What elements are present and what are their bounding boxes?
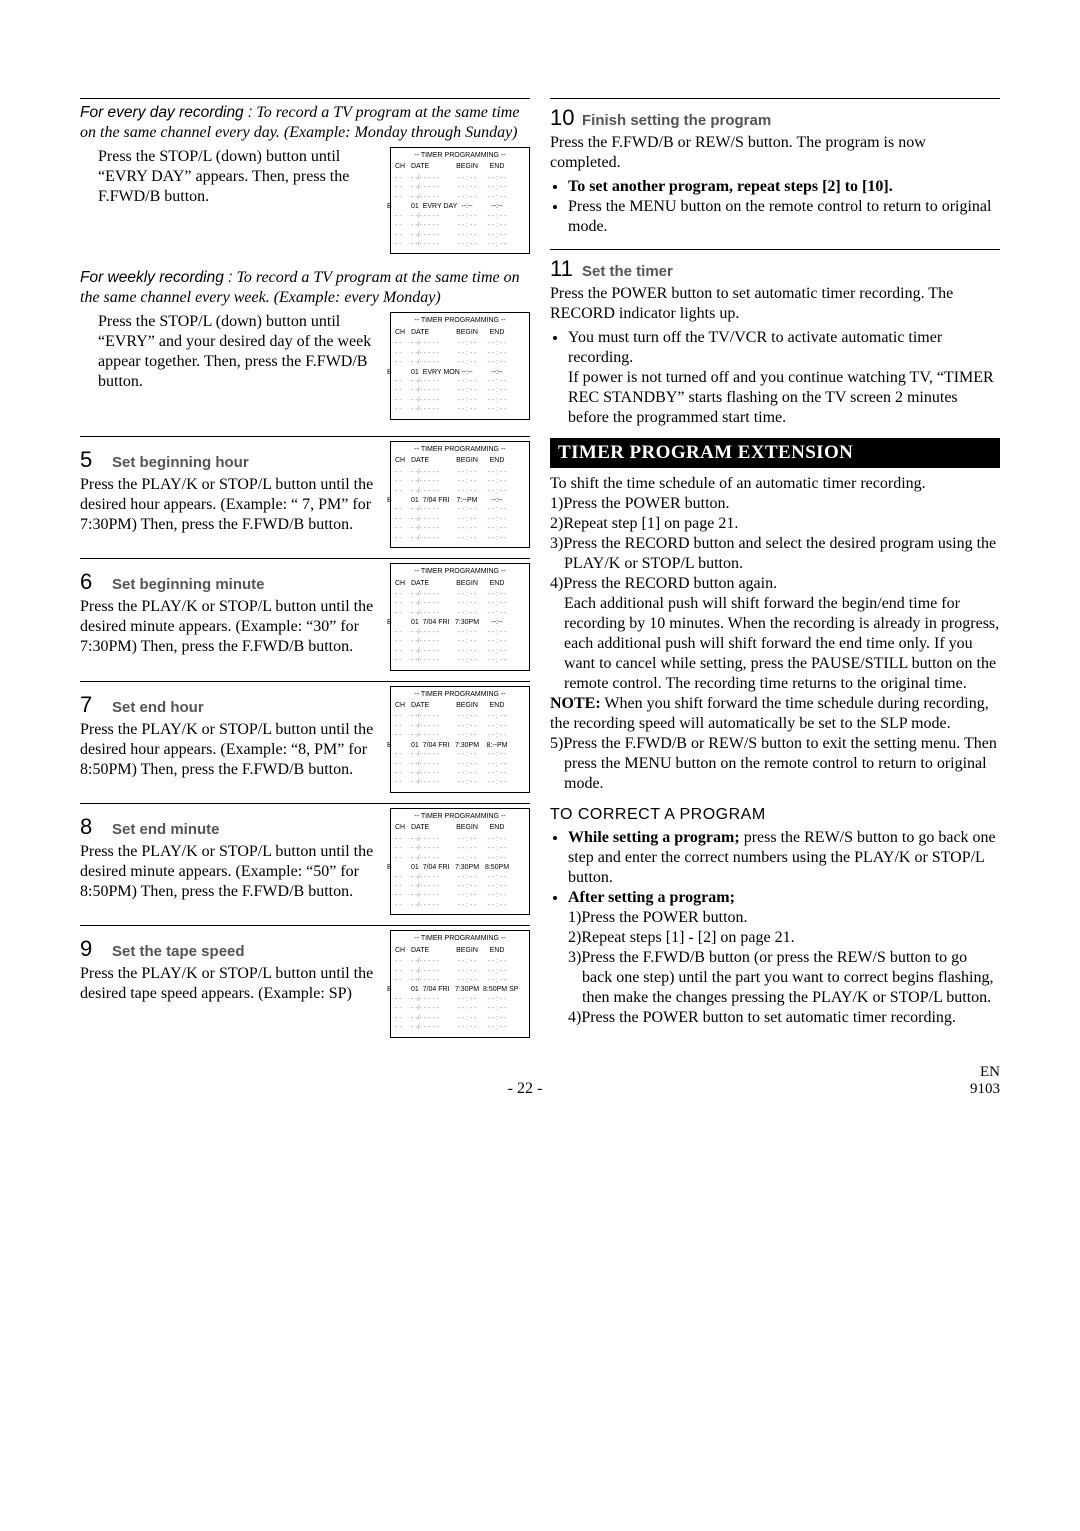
list-item: 4)Press the RECORD button again. xyxy=(550,574,1000,594)
body-text: Press the STOP/L (down) button until “EV… xyxy=(80,147,380,207)
lead-label: For every day recording : xyxy=(80,104,252,121)
list-item: To set another program, repeat steps [2]… xyxy=(568,177,1000,197)
timer-screen-step9: -- TIMER PROGRAMMING -- CHDATEBEGINEND -… xyxy=(390,930,530,1037)
sub-item: 2)Repeat steps [1] - [2] on page 21. xyxy=(568,928,1000,948)
step-title: Set end hour xyxy=(112,699,204,716)
step-number: 8 xyxy=(80,814,104,840)
timer-title: -- TIMER PROGRAMMING -- xyxy=(395,316,525,325)
step-title: Set the timer xyxy=(582,263,673,280)
bullet-list: To set another program, repeat steps [2]… xyxy=(568,177,1000,237)
section-header-correct: TO CORRECT A PROGRAM xyxy=(550,806,1000,824)
left-column: For every day recording : To record a TV… xyxy=(80,90,530,1038)
list-item: 1)Press the POWER button. xyxy=(550,494,1000,514)
body-text: Press the PLAY/K or STOP/L button until … xyxy=(80,475,380,535)
list-item: Each additional push will shift forward … xyxy=(550,594,1000,694)
lead-text: To shift the time schedule of an automat… xyxy=(550,474,1000,494)
step-9: 9 Set the tape speed Press the PLAY/K or … xyxy=(80,930,530,1037)
step-8: 8 Set end minute Press the PLAY/K or STOP… xyxy=(80,808,530,915)
footer-right: EN9103 xyxy=(970,1064,1000,1098)
body-text: Press the PLAY/K or STOP/L button until … xyxy=(80,964,380,1004)
list-item: 3)Press the RECORD button and select the… xyxy=(550,534,1000,574)
bullet-list: You must turn off the TV/VCR to activate… xyxy=(568,328,1000,428)
sub-item: 3)Press the F.FWD/B button (or press the… xyxy=(568,948,1000,1008)
timer-screen-weekly: -- TIMER PROGRAMMING -- CHDATEBEGINEND -… xyxy=(390,312,530,419)
timer-screen-step8: -- TIMER PROGRAMMING -- CHDATEBEGINEND -… xyxy=(390,808,530,915)
bullet-list: While setting a program; press the REW/S… xyxy=(568,828,1000,1028)
divider xyxy=(80,925,530,926)
divider xyxy=(80,558,530,559)
body-text: Press the F.FWD/B or REW/S button. The p… xyxy=(550,133,1000,173)
list-item: 2)Repeat step [1] on page 21. xyxy=(550,514,1000,534)
step-number: 5 xyxy=(80,447,104,473)
note: NOTE: When you shift forward the time sc… xyxy=(550,694,1000,734)
step-title: Set beginning hour xyxy=(112,454,249,471)
two-column-layout: For every day recording : To record a TV… xyxy=(80,90,1000,1038)
step-number: 7 xyxy=(80,692,104,718)
timer-screen-step6: -- TIMER PROGRAMMING -- CHDATEBEGINEND -… xyxy=(390,563,530,670)
list-item: You must turn off the TV/VCR to activate… xyxy=(568,328,1000,428)
step-number: 9 xyxy=(80,936,104,962)
step-5: 5 Set beginning hour Press the PLAY/K or … xyxy=(80,441,530,548)
divider xyxy=(550,98,1000,99)
step-title: Set the tape speed xyxy=(112,943,245,960)
sub-item: 1)Press the POWER button. xyxy=(568,908,1000,928)
body-text: Press the PLAY/K or STOP/L button until … xyxy=(80,842,380,902)
every-day-section: For every day recording : To record a TV… xyxy=(80,103,530,254)
list-item: Press the MENU button on the remote cont… xyxy=(568,197,1000,237)
divider xyxy=(80,681,530,682)
body-text: Press the PLAY/K or STOP/L button until … xyxy=(80,597,380,657)
step-7: 7 Set end hour Press the PLAY/K or STOP/L… xyxy=(80,686,530,793)
timer-screen-every-day: -- TIMER PROGRAMMING -- CHDATEBEGINEND -… xyxy=(390,147,530,254)
step-10: 10 Finish setting the program Press the F… xyxy=(550,105,1000,237)
right-column: 10 Finish setting the program Press the F… xyxy=(550,90,1000,1038)
body-text: Press the STOP/L (down) button until “EV… xyxy=(80,312,380,392)
lead-label: For weekly recording : xyxy=(80,269,232,286)
timer-screen-step5: -- TIMER PROGRAMMING -- CHDATEBEGINEND -… xyxy=(390,441,530,548)
body-text: Press the POWER button to set automatic … xyxy=(550,284,1000,324)
divider xyxy=(550,249,1000,250)
timer-screen-step7: -- TIMER PROGRAMMING -- CHDATEBEGINEND -… xyxy=(390,686,530,793)
extension-body: To shift the time schedule of an automat… xyxy=(550,474,1000,794)
step-number: 10 xyxy=(550,105,574,131)
divider xyxy=(80,803,530,804)
divider xyxy=(80,98,530,99)
timer-title: -- TIMER PROGRAMMING -- xyxy=(395,151,525,160)
step-title: Finish setting the program xyxy=(582,112,771,129)
step-title: Set end minute xyxy=(112,821,220,838)
page-footer: - 22 - EN9103 xyxy=(80,1064,1000,1098)
body-text: Press the PLAY/K or STOP/L button until … xyxy=(80,720,380,780)
section-header-extension: TIMER PROGRAM EXTENSION xyxy=(550,438,1000,468)
weekly-section: For weekly recording : To record a TV pr… xyxy=(80,268,530,419)
step-title: Set beginning minute xyxy=(112,576,265,593)
page-number: - 22 - xyxy=(508,1080,543,1098)
sub-item: 4)Press the POWER button to set automati… xyxy=(568,1008,1000,1028)
step-11: 11 Set the timer Press the POWER button t… xyxy=(550,256,1000,428)
list-item: After setting a program; 1)Press the POW… xyxy=(568,888,1000,1028)
document-page: For every day recording : To record a TV… xyxy=(0,0,1080,1138)
timer-header: CHDATEBEGINEND xyxy=(395,162,525,171)
list-item: 5)Press the F.FWD/B or REW/S button to e… xyxy=(550,734,1000,794)
step-number: 6 xyxy=(80,569,104,595)
step-number: 11 xyxy=(550,256,574,282)
list-item: While setting a program; press the REW/S… xyxy=(568,828,1000,888)
divider xyxy=(80,436,530,437)
step-6: 6 Set beginning minute Press the PLAY/K o… xyxy=(80,563,530,670)
